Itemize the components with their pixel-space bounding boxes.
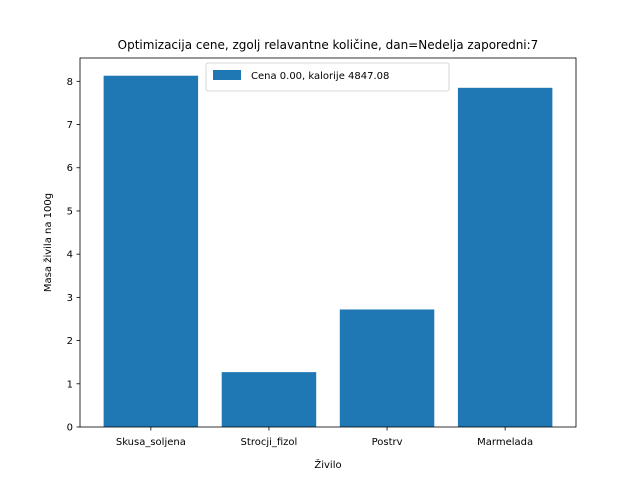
- y-tick-label: 1: [67, 379, 73, 390]
- x-tick-label: Strocji_fizol: [241, 437, 298, 448]
- x-axis-ticks: Skusa_soljena Strocji_fizol Postrv Marmelad…: [116, 427, 533, 448]
- legend: Cena 0.00, kalorije 4847.08: [205, 62, 450, 92]
- x-tick-label: Marmelada: [477, 437, 533, 448]
- legend-box: [205, 62, 450, 92]
- bars-group: [103, 75, 553, 427]
- axes-frame: [79, 57, 577, 428]
- legend-swatch: [213, 70, 241, 80]
- y-tick-label: 2: [67, 336, 73, 347]
- y-axis-label: Masa živila na 100g: [42, 193, 54, 292]
- bar-marmelada: [457, 87, 553, 427]
- bar-strocji-fizol: [221, 372, 317, 427]
- y-tick-label: 8: [67, 77, 73, 88]
- y-tick-label: 6: [67, 163, 73, 174]
- y-tick-label: 5: [67, 206, 73, 217]
- y-tick-label: 0: [67, 423, 73, 434]
- y-tick-label: 4: [67, 250, 73, 261]
- x-tick-label: Skusa_soljena: [116, 437, 186, 448]
- y-tick-label: 7: [67, 120, 73, 131]
- bar-skusa-soljena: [103, 75, 199, 427]
- x-axis-label: Živilo: [314, 458, 341, 471]
- bar-postrv: [339, 309, 435, 427]
- y-tick-label: 3: [67, 293, 73, 304]
- y-axis-ticks: 0 1 2 3 4 5 6 7 8: [67, 77, 80, 434]
- chart-title: Optimizacija cene, zgolj relavantne koli…: [118, 38, 539, 52]
- x-tick-label: Postrv: [372, 437, 403, 448]
- legend-label: Cena 0.00, kalorije 4847.08: [251, 71, 389, 82]
